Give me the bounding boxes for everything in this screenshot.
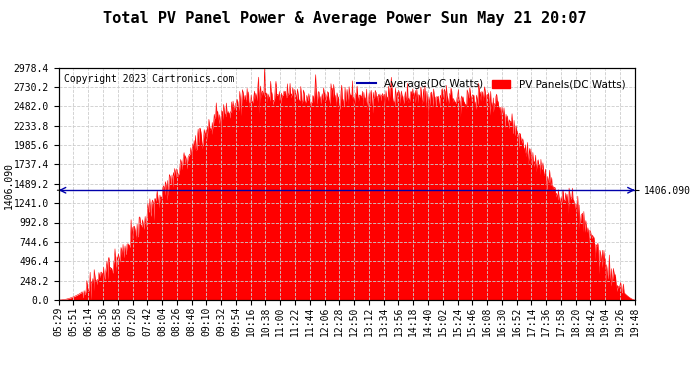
Legend: Average(DC Watts), PV Panels(DC Watts): Average(DC Watts), PV Panels(DC Watts) (353, 75, 629, 93)
Text: 1406.090: 1406.090 (4, 162, 14, 209)
Text: Copyright 2023 Cartronics.com: Copyright 2023 Cartronics.com (64, 75, 235, 84)
Text: Total PV Panel Power & Average Power Sun May 21 20:07: Total PV Panel Power & Average Power Sun… (104, 11, 586, 26)
